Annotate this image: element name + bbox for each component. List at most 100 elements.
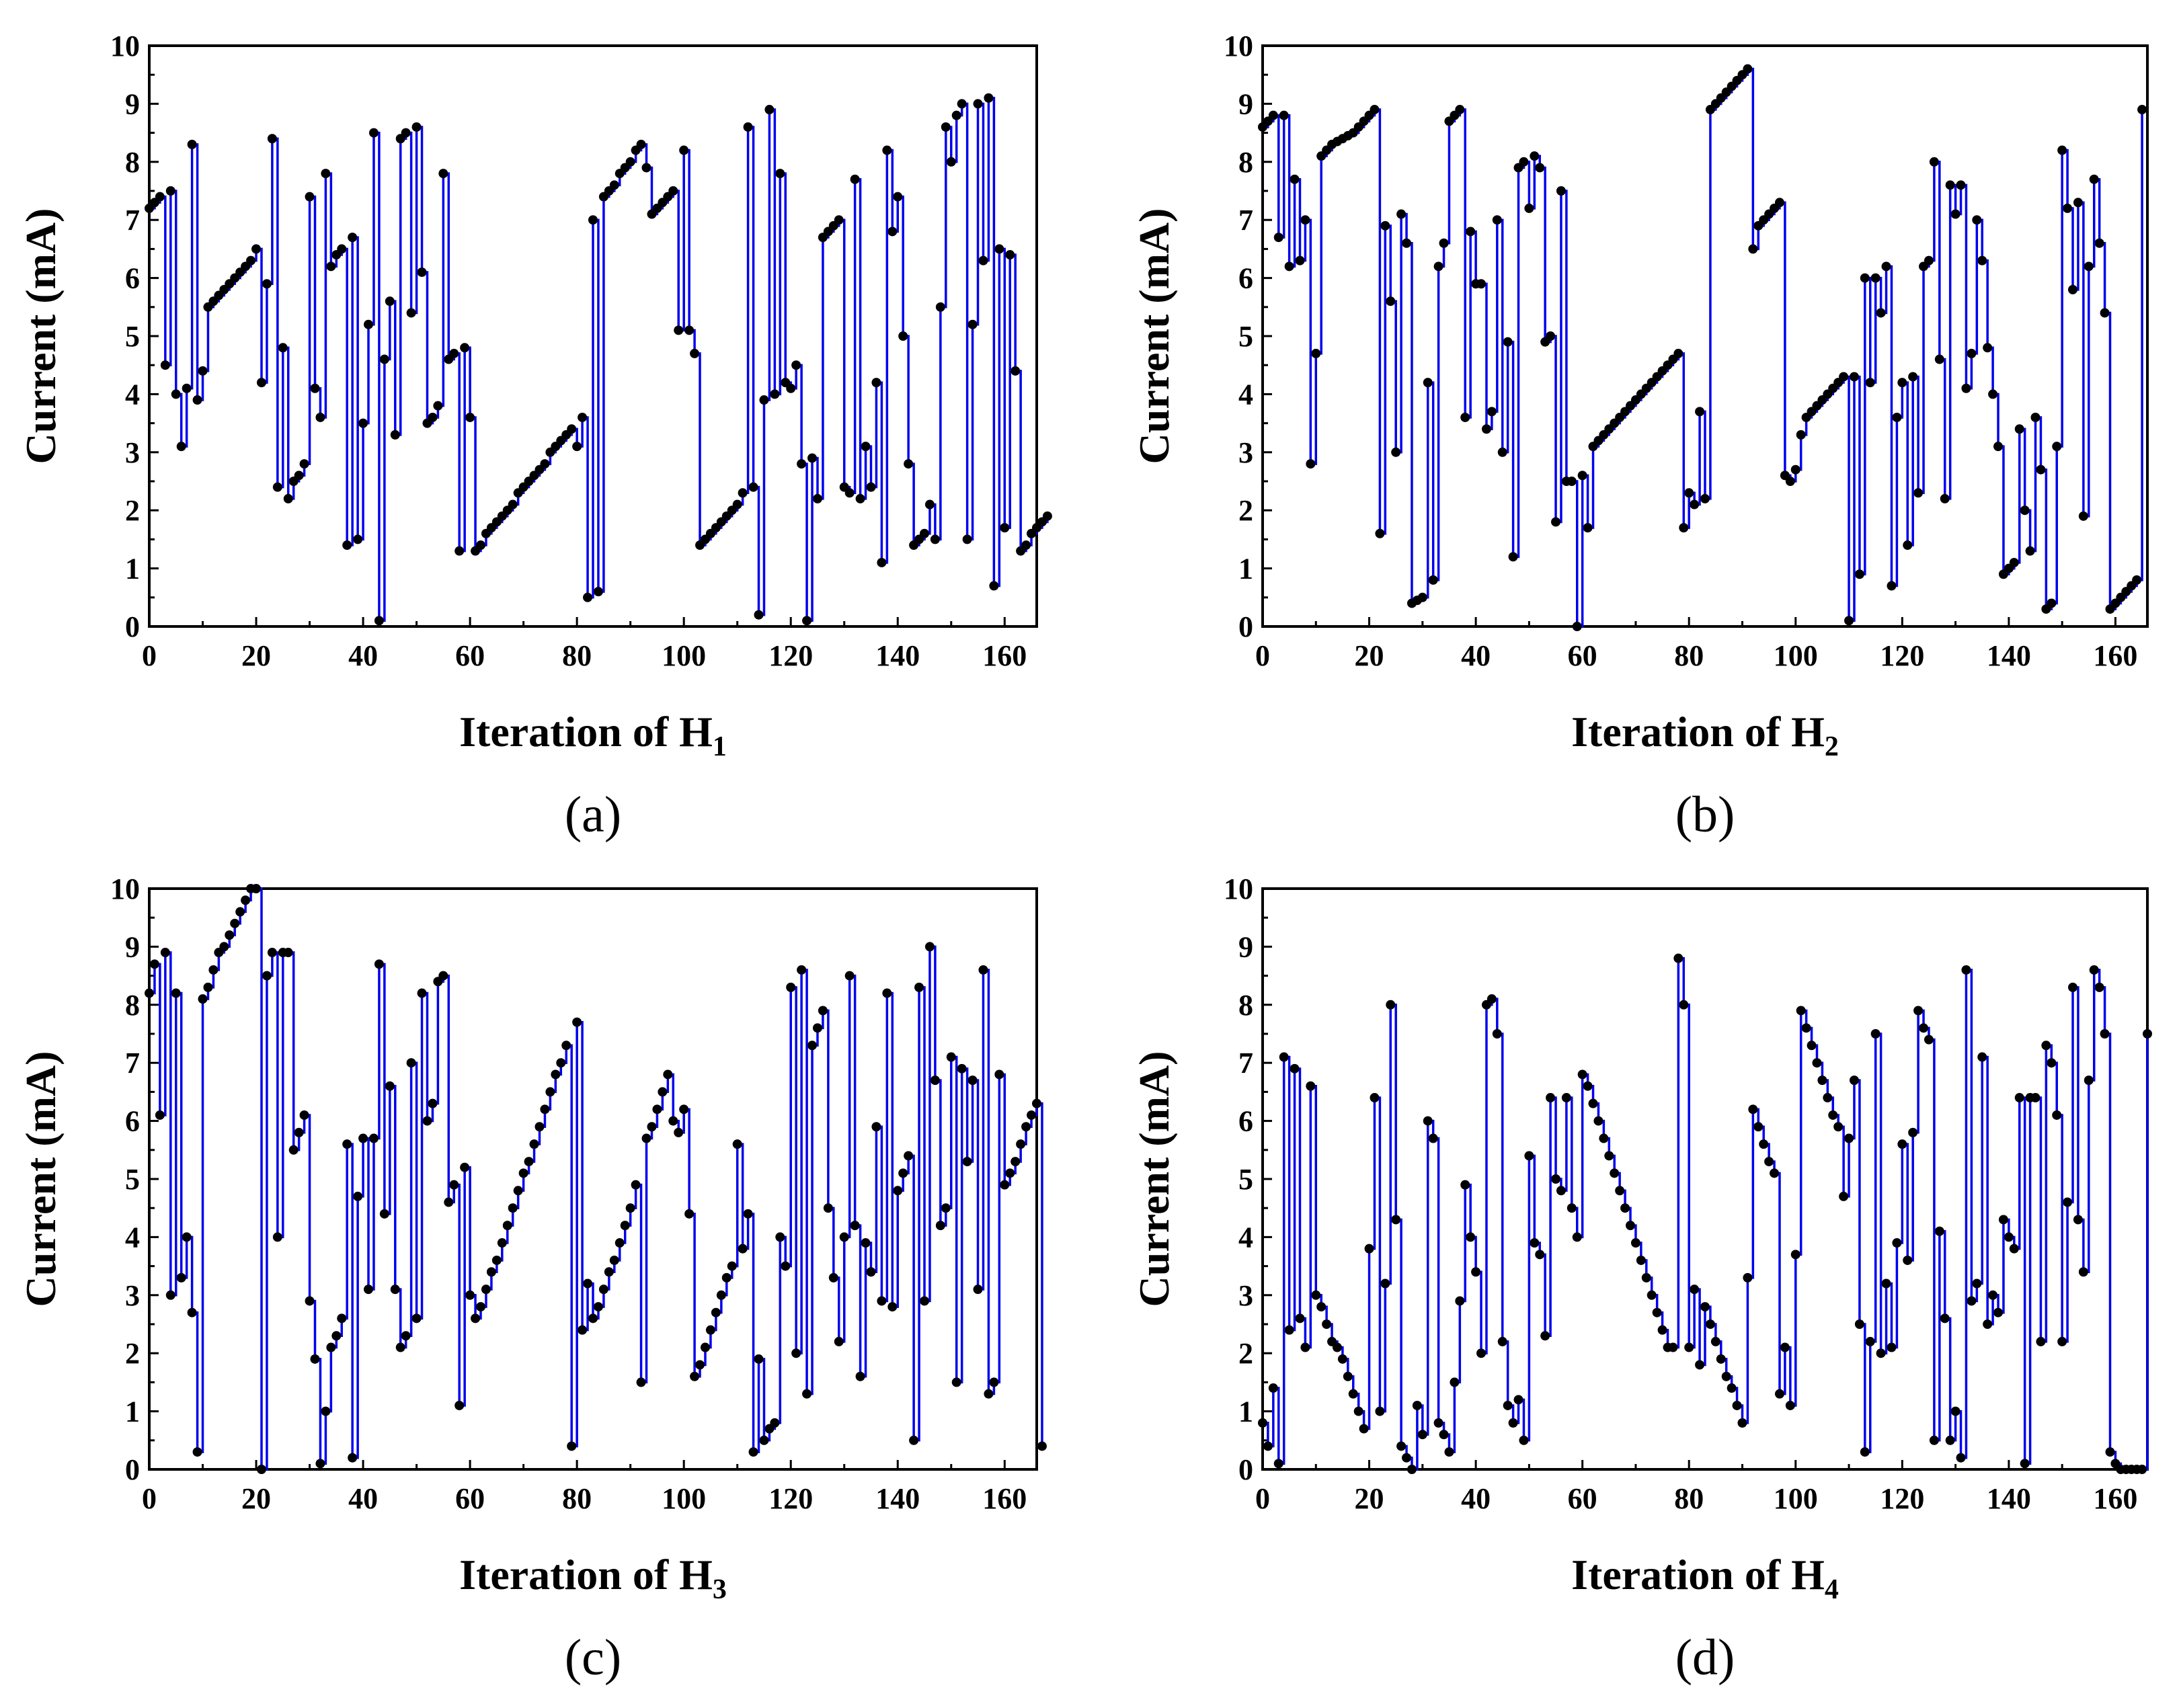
data-point: [578, 1325, 588, 1335]
data-point: [508, 1203, 518, 1213]
data-point: [1546, 1093, 1556, 1103]
data-point: [1551, 517, 1561, 527]
y-axis: 0 1 2 3 4 5 6 7 8 9 10: [110, 872, 159, 1486]
data-point: [182, 1232, 192, 1242]
data-point: [1610, 1168, 1620, 1178]
data-point: [797, 459, 807, 469]
y-axis-title: Current (mA): [1130, 208, 1178, 464]
y-tick-label: 10: [1224, 30, 1253, 63]
y-tick-label: 5: [1238, 320, 1253, 353]
data-point: [1849, 372, 1859, 382]
data-point: [438, 971, 448, 981]
data-point: [1919, 1023, 1929, 1033]
data-point: [738, 488, 748, 498]
series-line: [1263, 67, 2143, 628]
y-tick-label: 7: [125, 204, 140, 237]
data-point: [1695, 407, 1705, 417]
data-point: [1956, 180, 1966, 190]
x-axis: 0 20 40 60 80 100 120 140 160: [142, 617, 1027, 672]
data-point: [690, 1371, 700, 1381]
data-point: [1721, 1371, 1731, 1381]
data-point: [476, 1302, 486, 1312]
x-tick-label: 100: [1774, 1482, 1818, 1515]
data-point: [920, 528, 930, 538]
data-point: [684, 325, 695, 335]
data-point: [2073, 1215, 2083, 1225]
data-point: [946, 1052, 956, 1062]
data-point: [315, 1459, 325, 1469]
data-point: [1790, 1250, 1800, 1260]
data-point: [1513, 1395, 1523, 1405]
x-tick-label: 100: [1774, 639, 1818, 672]
y-tick-label: 6: [125, 1105, 140, 1138]
data-point: [1279, 110, 1289, 120]
data-point: [1386, 296, 1396, 307]
data-point: [460, 343, 470, 353]
y-tick-label: 5: [125, 1163, 140, 1196]
data-point: [593, 1302, 603, 1312]
data-point: [1439, 238, 1449, 248]
data-point: [578, 412, 588, 422]
data-point: [1961, 383, 1971, 393]
data-point: [364, 1285, 374, 1295]
data-point: [1599, 1133, 1609, 1143]
data-point: [1839, 372, 1849, 382]
data-point: [1854, 1319, 1864, 1329]
data-point: [1790, 464, 1800, 475]
data-point: [951, 110, 961, 120]
x-tick-label: 100: [662, 1482, 706, 1515]
data-point: [754, 1354, 764, 1364]
data-point: [759, 395, 769, 405]
y-tick-label: 9: [1238, 930, 1253, 963]
data-point: [898, 1168, 908, 1178]
y-tick-label: 1: [125, 1395, 140, 1428]
data-point: [2057, 1336, 2067, 1346]
data-point: [1828, 1110, 1838, 1120]
data-point: [1567, 1203, 1577, 1213]
data-point: [342, 1139, 352, 1149]
data-point: [1476, 1348, 1487, 1358]
data-point: [893, 192, 903, 202]
y-tick-label: 1: [1238, 553, 1253, 585]
data-point: [1322, 1319, 1332, 1329]
x-axis-title: Iteration of H2: [1571, 708, 1839, 762]
data-point: [1983, 343, 1993, 353]
data-point: [1279, 1052, 1289, 1062]
y-tick-label: 9: [125, 87, 140, 120]
data-point: [834, 215, 844, 225]
data-point: [930, 1075, 940, 1086]
data-point: [882, 988, 892, 998]
data-point: [1460, 412, 1470, 422]
data-point: [1412, 1400, 1422, 1410]
x-tick-label: 60: [1568, 639, 1597, 672]
data-point: [508, 499, 518, 510]
data-point: [973, 99, 983, 109]
data-point: [1695, 1360, 1705, 1370]
data-point: [887, 227, 898, 237]
y-tick-label: 10: [110, 872, 140, 905]
data-point: [1021, 540, 1031, 551]
data-point: [1519, 157, 1529, 167]
data-point: [690, 348, 700, 358]
data-point: [2030, 412, 2041, 422]
data-point: [898, 331, 908, 341]
data-point: [368, 1133, 379, 1143]
data-point: [1897, 378, 1907, 388]
data-point: [1977, 1052, 1987, 1062]
data-point: [395, 1342, 405, 1352]
x-axis-title: Iteration of H4: [1571, 1551, 1839, 1605]
y-tick-label: 7: [1238, 204, 1253, 237]
data-point: [1785, 477, 1795, 486]
data-point: [1290, 1063, 1300, 1073]
data-point: [957, 1063, 967, 1073]
series-line: [1263, 957, 2149, 1471]
data-point: [1011, 1157, 1021, 1167]
data-point: [433, 401, 443, 411]
data-point: [866, 482, 876, 492]
data-point: [348, 233, 358, 243]
data-point: [962, 1157, 972, 1167]
data-point: [962, 534, 972, 544]
data-point: [887, 1302, 898, 1312]
x-tick-label: 120: [1880, 1482, 1924, 1515]
